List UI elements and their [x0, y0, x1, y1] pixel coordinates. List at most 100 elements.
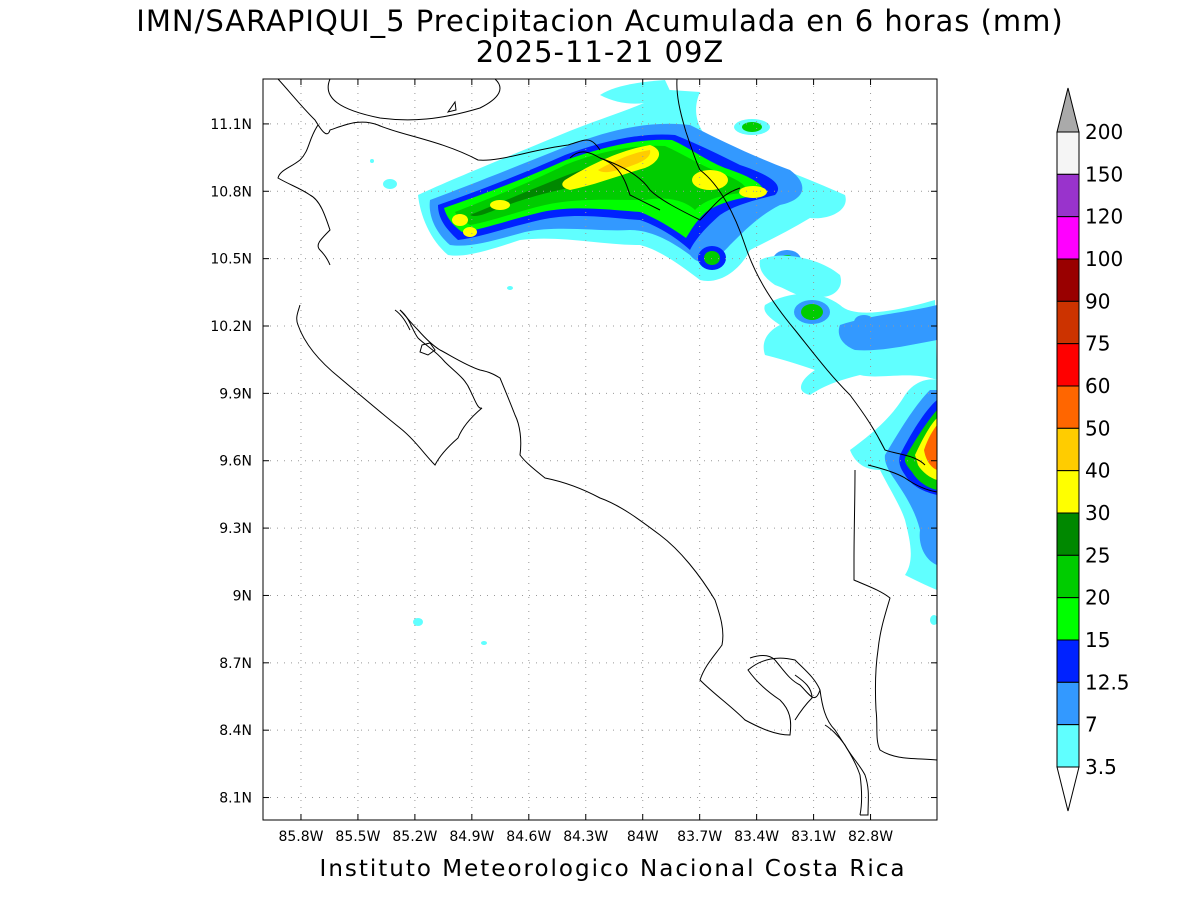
- lon-tick-label: 83.4W: [734, 829, 779, 845]
- colorbar-min-arrow: [1056, 766, 1080, 812]
- colorbar-swatch: [1056, 724, 1080, 768]
- lon-tick-label: 85.8W: [278, 829, 323, 845]
- colorbar-swatch: [1056, 427, 1080, 472]
- map-title: IMN/SARAPIQUI_5 Precipitacion Acumulada …: [136, 4, 1064, 38]
- rain-cell: [704, 251, 720, 265]
- rain-cell: [452, 214, 468, 226]
- rain-speck: [930, 615, 937, 625]
- rain-core-max2: [598, 150, 651, 173]
- nicoya-peninsula: [296, 304, 483, 466]
- colorbar-label: 25: [1085, 543, 1110, 567]
- lat-tick-label: 9.9N: [219, 386, 252, 402]
- colorbar-label: 200: [1085, 120, 1123, 144]
- colorbar-label: 150: [1085, 162, 1123, 186]
- colorbar-label: 120: [1085, 205, 1123, 229]
- lat-tick-label: 10.2N: [210, 319, 252, 335]
- rain-cell: [463, 227, 477, 237]
- credit-text: Instituto Meteorologico Nacional Costa R…: [319, 856, 907, 882]
- border-east: [699, 169, 926, 466]
- rain-patch: [924, 425, 937, 470]
- rain-cell: [742, 122, 762, 132]
- colorbar-swatch: [1056, 512, 1080, 556]
- nicaragua-border: [676, 79, 701, 171]
- colorbar-swatch: [1056, 343, 1080, 387]
- colorbar-label: 100: [1085, 247, 1123, 271]
- lat-tick-label: 8.7N: [219, 656, 252, 672]
- colorbar-label: 12.5: [1085, 670, 1130, 694]
- rain-band-green-dark: [455, 145, 746, 225]
- colorbar-max-arrow: [1056, 87, 1080, 133]
- panama-border: [853, 469, 937, 761]
- bocas-coast: [867, 464, 937, 493]
- lat-tick-label: 10.8N: [210, 184, 252, 200]
- colorbar-label: 50: [1085, 416, 1110, 440]
- plot-frame: [262, 78, 938, 821]
- lon-tick-label: 85.5W: [335, 829, 380, 845]
- rain-cell: [739, 186, 767, 198]
- colorbar-swatch: [1056, 131, 1080, 175]
- lake-island: [419, 342, 436, 356]
- rain-band-light: [600, 80, 672, 104]
- colorbar-swatch: [1056, 385, 1080, 429]
- lat-tick-label: 9N: [233, 588, 252, 604]
- rain-speck: [507, 286, 513, 290]
- nicoya-gulf: [399, 309, 862, 816]
- colorbar-swatch: [1056, 470, 1080, 514]
- colorbar-swatch: [1056, 681, 1080, 726]
- colorbar-label: 3.5: [1085, 755, 1117, 779]
- lat-tick-label: 8.4N: [219, 723, 252, 739]
- lon-tick-label: 84W: [627, 829, 659, 845]
- lon-tick-labels: 85.8W 85.5W 85.2W 84.9W 84.6W 84.3W 84W 83.7W 83…: [278, 829, 893, 845]
- colorbar: [1056, 87, 1080, 812]
- lon-tick-label: 84.6W: [506, 829, 551, 845]
- lon-tick-label: 83.1W: [791, 829, 836, 845]
- lake-nicaragua-shore: [277, 79, 601, 161]
- border-north-2: [599, 157, 661, 211]
- border-north: [569, 151, 741, 221]
- lat-tick-label: 8.1N: [219, 791, 252, 807]
- lon-tick-label: 82.8W: [848, 829, 893, 845]
- rain-cell: [692, 170, 728, 190]
- colorbar-label: 60: [1085, 374, 1110, 398]
- colorbar-labels: 3.5 7 12.5 15 20 25 30 40 50 60 75 90 100 120 150 200: [1085, 120, 1130, 779]
- colorbar-swatch: [1056, 216, 1080, 260]
- osa-bay: [794, 674, 813, 721]
- lon-tick-label: 84.9W: [449, 829, 494, 845]
- colorbar-label: 15: [1085, 628, 1110, 652]
- lat-tick-label: 9.6N: [219, 454, 252, 470]
- rain-cell: [490, 200, 510, 210]
- rain-patch: [759, 255, 841, 297]
- rain-patch: [838, 305, 937, 351]
- colorbar-swatch: [1056, 173, 1080, 218]
- lat-tick-labels: 8.1N 8.4N 8.7N 9N 9.3N 9.6N 9.9N 10.2N 10.5N 10.8…: [210, 117, 252, 807]
- colorbar-swatch: [1056, 554, 1080, 599]
- lon-tick-label: 84.3W: [563, 829, 608, 845]
- colorbar-label: 30: [1085, 501, 1110, 525]
- colorbar-swatch: [1056, 639, 1080, 683]
- colorbar-swatch: [1056, 258, 1080, 302]
- precipitation-field: [370, 80, 937, 645]
- rain-speck: [481, 641, 487, 645]
- rain-speck: [370, 159, 374, 163]
- colorbar-label: 40: [1085, 459, 1110, 483]
- lon-tick-label: 85.2W: [392, 829, 437, 845]
- colorbar-swatch: [1056, 597, 1080, 641]
- rain-cell: [801, 304, 823, 320]
- lake-nicaragua-north: [327, 79, 501, 121]
- lake-island-2: [446, 100, 457, 113]
- pacific-coast-north: [277, 124, 331, 266]
- lon-tick-label: 83.7W: [677, 829, 722, 845]
- rain-speck: [413, 618, 423, 626]
- valid-time: 2025-11-21 09Z: [475, 35, 725, 69]
- coastline: [277, 79, 937, 816]
- colorbar-label: 90: [1085, 289, 1110, 313]
- colorbar-label: 7: [1085, 713, 1098, 737]
- lat-tick-label: 9.3N: [219, 521, 252, 537]
- axis-ticks: [263, 79, 937, 820]
- lake-shore-east: [394, 309, 411, 331]
- lat-tick-label: 11.1N: [210, 117, 252, 133]
- lat-tick-label: 10.5N: [210, 252, 252, 268]
- colorbar-label: 20: [1085, 586, 1110, 610]
- colorbar-label: 75: [1085, 332, 1110, 356]
